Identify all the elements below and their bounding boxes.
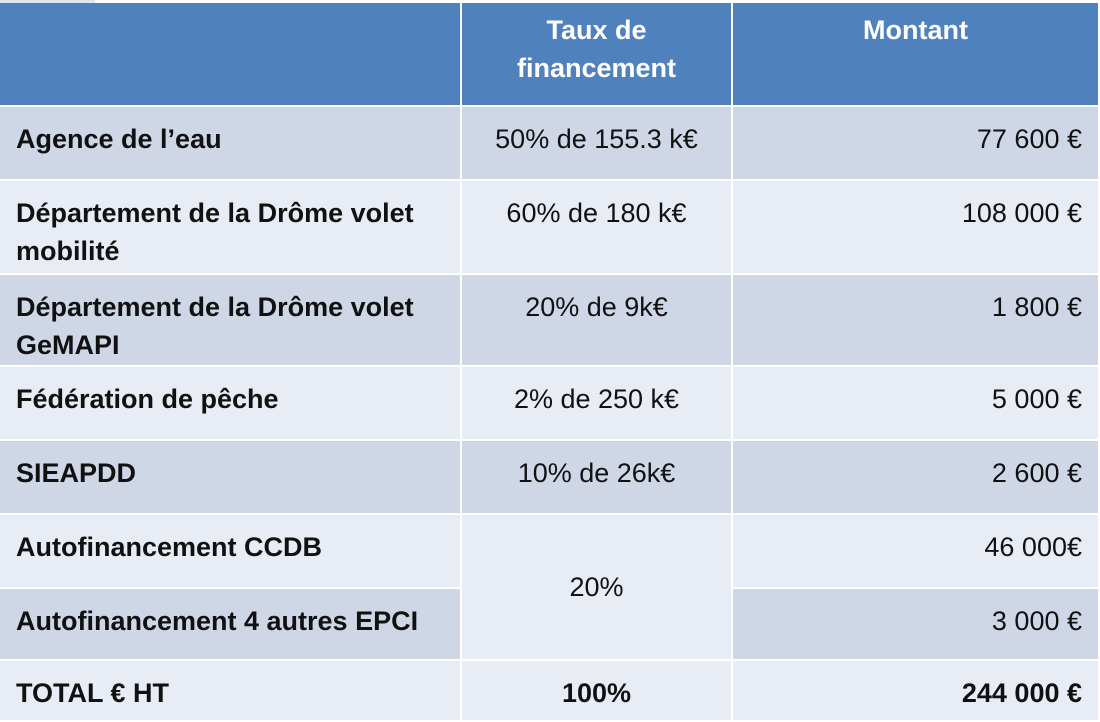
financing-table: Taux de financement Montant Agence de l’… [0,3,1100,722]
row-rate: 50% de 155.3 k€ [462,107,733,181]
row-label: Agence de l’eau [0,107,462,181]
row-amount: 46 000€ [733,515,1100,589]
row-rate: 10% de 26k€ [462,441,733,515]
table-row: Agence de l’eau 50% de 155.3 k€ 77 600 € [0,107,1100,181]
row-label: SIEAPDD [0,441,462,515]
row-rate-merged: 20% [462,515,733,661]
header-empty [0,3,462,107]
row-amount: 77 600 € [733,107,1100,181]
row-label: Autofinancement 4 autres EPCI [0,589,462,661]
row-label: Département de la Drôme volet GeMAPI [0,275,462,367]
table-row: Département de la Drôme volet GeMAPI 20%… [0,275,1100,367]
row-label-text: Département de la Drôme volet mobilité [16,198,414,266]
row-label: Fédération de pêche [0,367,462,441]
row-rate: 2% de 250 k€ [462,367,733,441]
row-amount: 3 000 € [733,589,1100,661]
table-row: SIEAPDD 10% de 26k€ 2 600 € [0,441,1100,515]
table-row: Autofinancement CCDB 20% 46 000€ [0,515,1100,661]
total-amount: 244 000 € [733,661,1100,722]
row-amount: 2 600 € [733,441,1100,515]
table-header-row: Taux de financement Montant [0,3,1100,107]
row-label-text: Département de la Drôme volet GeMAPI [16,292,414,360]
total-label: TOTAL € HT [0,661,462,722]
row-rate: 20% de 9k€ [462,275,733,367]
table-row: Département de la Drôme volet mobilité 6… [0,181,1100,275]
row-rate: 60% de 180 k€ [462,181,733,275]
row-amount: 108 000 € [733,181,1100,275]
total-row: TOTAL € HT 100% 244 000 € [0,661,1100,722]
row-label: Autofinancement CCDB [0,515,462,589]
header-rate: Taux de financement [462,3,733,107]
row-label: Département de la Drôme volet mobilité [0,181,462,275]
total-rate: 100% [462,661,733,722]
slide-corner-mark [0,0,95,3]
table-row: Fédération de pêche 2% de 250 k€ 5 000 € [0,367,1100,441]
row-amount: 1 800 € [733,275,1100,367]
header-amount: Montant [733,3,1100,107]
row-amount: 5 000 € [733,367,1100,441]
